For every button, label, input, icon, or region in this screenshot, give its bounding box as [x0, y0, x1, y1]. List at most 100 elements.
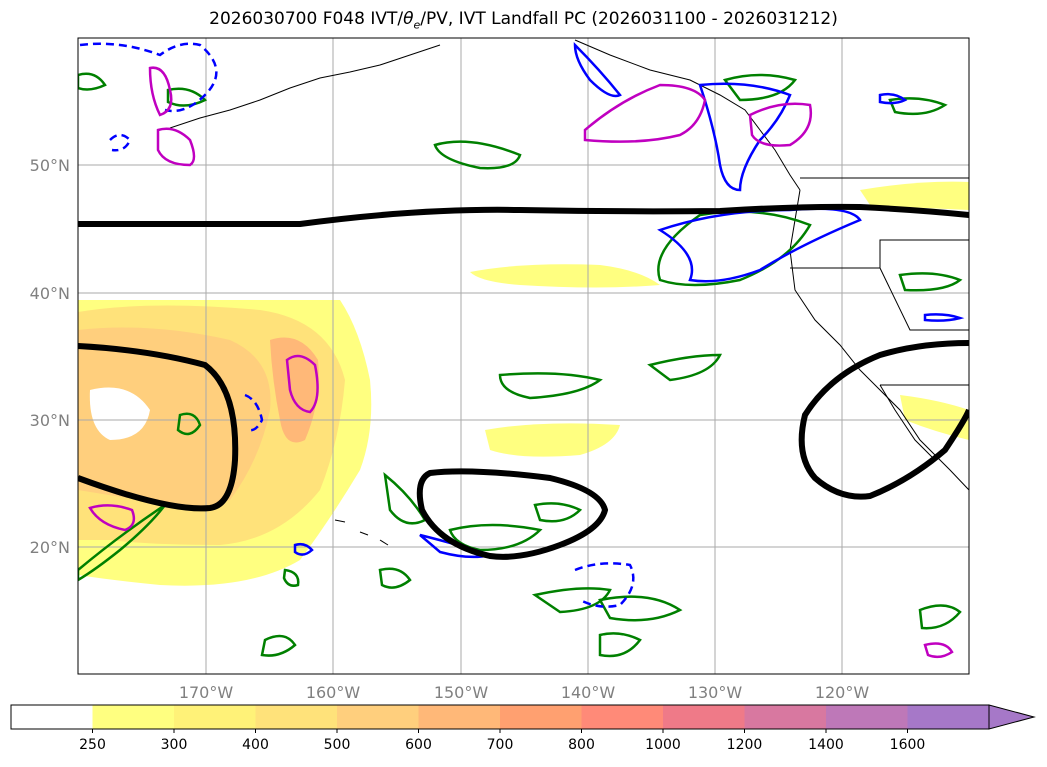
theta-contour-12: [176, 412, 202, 436]
colorbar-tick-label: 250: [79, 737, 106, 753]
lon-label-130w: 130°W: [688, 683, 743, 702]
magenta-contour-3: [583, 83, 707, 143]
map-area[interactable]: [78, 38, 969, 674]
colorbar-segment: [174, 705, 256, 729]
theta-contour-15: [722, 73, 798, 102]
aleutian-islands: [169, 44, 441, 129]
colorbar-tick-label: 1400: [808, 737, 844, 753]
theta-contour-11: [78, 503, 166, 582]
colorbar-segment: [418, 705, 501, 729]
pc-contours: [78, 203, 969, 560]
pc-contour-northern: [78, 203, 969, 228]
colorbar-tick-label: 700: [487, 737, 514, 753]
hawaii-islands: [334, 519, 389, 546]
theta-contour-13: [260, 634, 297, 657]
theta-contour-3: [498, 372, 603, 400]
theta-contour-16: [898, 272, 963, 292]
lon-label-160w: 160°W: [306, 683, 361, 702]
ivt-west-peak: [270, 337, 319, 443]
magenta-contour-5: [285, 354, 319, 414]
colorbar-tick-label: 1000: [645, 737, 681, 753]
ivt-nw-coast: [860, 181, 969, 210]
colorbar: 250 300 400 500 600 700 800 1000 1200 1400 1600: [10, 704, 1036, 753]
theta-symbol: θ: [403, 9, 414, 29]
colorbar-segment: [581, 705, 664, 729]
colorbar-segment: [744, 705, 827, 729]
ivt-west-inner: [78, 327, 271, 508]
ivt-baja: [900, 395, 969, 440]
ivt-central-band-2: [485, 423, 620, 457]
lat-label-50n: 50°N: [30, 156, 70, 175]
lon-label-150w: 150°W: [434, 683, 489, 702]
magenta-contours: [88, 66, 954, 659]
colorbar-segment: [907, 705, 990, 729]
north-america-coast: [789, 189, 969, 491]
pv-contour-1: [573, 41, 622, 98]
colorbar-segment: [92, 705, 175, 729]
pv-contour-2: [698, 82, 792, 192]
colorbar-segment: [826, 705, 908, 729]
theta-contour-4: [647, 353, 723, 382]
colorbar-tick-label: 600: [405, 737, 432, 753]
colorbar-segment: [11, 705, 93, 729]
pv-contour-5: [923, 313, 965, 322]
state-line-or-ca: [790, 239, 969, 269]
pc-contour-central-loop: [416, 468, 609, 560]
theta-contour-6: [533, 502, 583, 523]
pv-contour-4: [878, 92, 908, 105]
theta-contour-2: [657, 210, 812, 287]
baja-peninsula: [879, 384, 936, 461]
pv-dashed-2: [244, 393, 264, 432]
pc-contour-eastern-loop: [798, 340, 969, 500]
pv-dashed-3: [574, 562, 635, 608]
magenta-contour-1: [148, 66, 173, 117]
colorbar-tick-label: 800: [568, 737, 595, 753]
theta-contour-19: [166, 87, 208, 107]
colorbar-segment: [500, 705, 582, 729]
latitude-labels: 50°N 40°N 30°N 20°N: [30, 156, 70, 557]
colorbar-tick-label: 1600: [890, 737, 926, 753]
theta-contour-20: [282, 568, 300, 587]
colorbar-segment: [255, 705, 338, 729]
coastlines: [169, 39, 969, 546]
theta-contour-17: [888, 97, 948, 116]
ivt-central-band: [470, 264, 660, 288]
magenta-contour-4: [748, 102, 813, 147]
magenta-contour-2: [156, 127, 196, 167]
title-suffix: /PV, IVT Landfall PC (2026031100 - 20260…: [420, 9, 838, 29]
colorbar-segment: [337, 705, 419, 729]
colorbar-segment: [663, 705, 745, 729]
colorbar-tick-label: 300: [161, 737, 188, 753]
theta-contour-8: [598, 595, 683, 622]
theta-contour-7: [531, 587, 612, 614]
colorbar-tick-label: 500: [324, 737, 351, 753]
theta-contour-18: [78, 72, 107, 91]
lon-label-120w: 120°W: [815, 683, 870, 702]
map-frame: [77, 37, 970, 675]
theta-contour-14: [598, 632, 642, 658]
pc-contour-western-loop: [78, 343, 239, 512]
magenta-contour-6: [88, 504, 136, 532]
magenta-contour-7: [923, 642, 954, 659]
map-title: 2026030700 F048 IVT/θe/PV, IVT Landfall …: [0, 9, 1047, 31]
pv-dashed-1: [79, 42, 218, 113]
theta-contour-21: [918, 604, 962, 630]
lon-label-140w: 140°W: [561, 683, 616, 702]
colorbar-extend-arrow: [988, 704, 1036, 730]
lon-label-170w: 170°W: [179, 683, 234, 702]
pv-dashed-4: [109, 133, 132, 152]
state-line-nv: [879, 267, 969, 331]
longitude-labels: 170°W 160°W 150°W 140°W 130°W 120°W: [179, 683, 870, 702]
title-prefix: 2026030700 F048 IVT/: [209, 9, 404, 29]
colorbar-tick-label: 400: [242, 737, 269, 753]
theta-subscript: e: [413, 18, 421, 32]
lat-label-30n: 30°N: [30, 411, 70, 430]
colorbar-tick-label: 1200: [727, 737, 763, 753]
alaska-coast: [574, 39, 801, 191]
pv-contour-7: [293, 542, 314, 556]
ivt-shading: [78, 181, 969, 586]
ivt-west-inner-hole: [89, 387, 150, 440]
lat-label-20n: 20°N: [30, 538, 70, 557]
lat-label-40n: 40°N: [30, 284, 70, 303]
